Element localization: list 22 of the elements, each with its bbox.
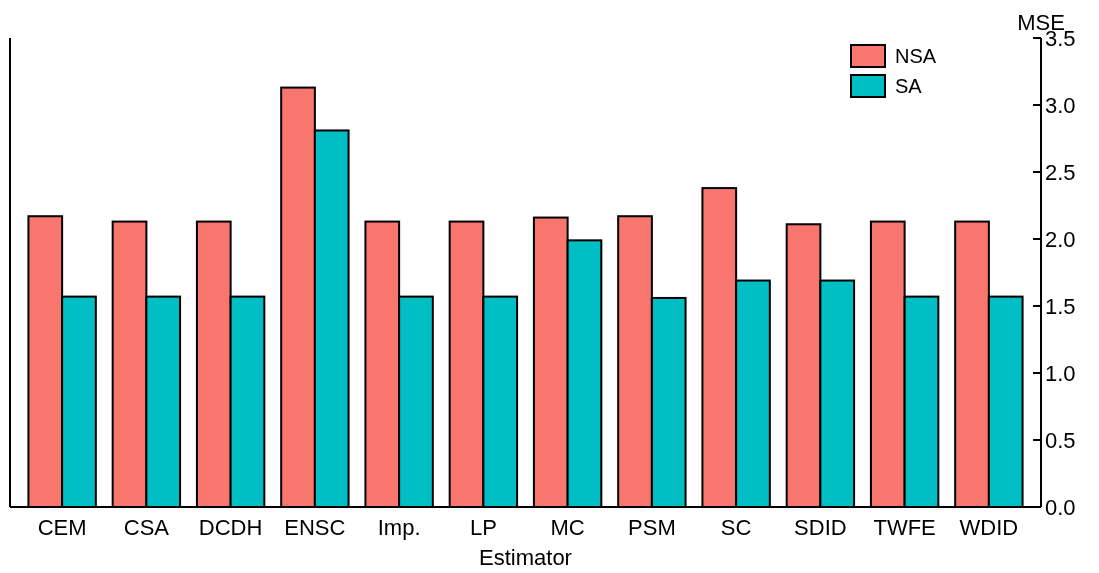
legend-label: SA bbox=[895, 75, 923, 97]
x-tick-label: LP bbox=[469, 515, 497, 540]
y-tick-label: 0.0 bbox=[1045, 494, 1076, 520]
x-tick-label: CEM bbox=[37, 515, 87, 540]
x-tick-label: ENSC bbox=[284, 515, 346, 540]
x-tick-label: CSA bbox=[123, 515, 170, 540]
x-tick-label: TWFE bbox=[873, 515, 936, 540]
y-tick-label: 2.0 bbox=[1045, 226, 1076, 252]
x-tick-label: WDID bbox=[959, 515, 1019, 540]
y-tick-label: 0.5 bbox=[1045, 427, 1076, 453]
x-tick-label: MC bbox=[550, 515, 585, 540]
y-tick-label: 2.5 bbox=[1045, 159, 1076, 185]
x-tick-label: SDID bbox=[794, 515, 847, 540]
x-tick-label: PSM bbox=[628, 515, 676, 540]
y-tick-label: 1.5 bbox=[1045, 293, 1076, 319]
y-tick-label: 1.0 bbox=[1045, 360, 1076, 386]
x-tick-label: DCDH bbox=[198, 515, 263, 540]
y-tick-label: 3.0 bbox=[1045, 92, 1076, 118]
x-axis-title: Estimator bbox=[479, 545, 572, 570]
legend-label: NSA bbox=[895, 45, 937, 67]
x-tick-label: Imp. bbox=[377, 515, 421, 540]
x-tick-label: SC bbox=[720, 515, 752, 540]
